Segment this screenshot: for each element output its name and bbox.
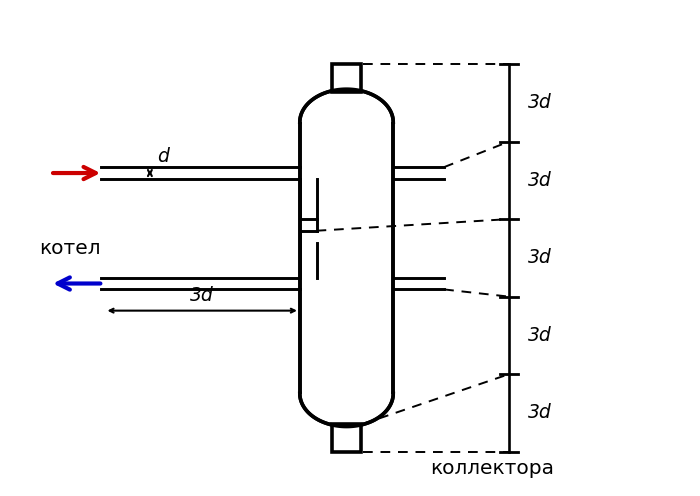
Bar — [332, 424, 361, 452]
Polygon shape — [300, 89, 393, 427]
Text: 3d: 3d — [528, 93, 552, 112]
Text: 3d: 3d — [528, 248, 552, 267]
Text: котел: котел — [39, 239, 101, 257]
Text: коллектора: коллектора — [430, 459, 554, 478]
Text: 3d: 3d — [190, 286, 214, 305]
Text: 3d: 3d — [528, 326, 552, 345]
Text: 3d: 3d — [528, 171, 552, 190]
Text: 3d: 3d — [528, 403, 552, 423]
Bar — [332, 64, 361, 92]
Text: d: d — [157, 147, 169, 166]
